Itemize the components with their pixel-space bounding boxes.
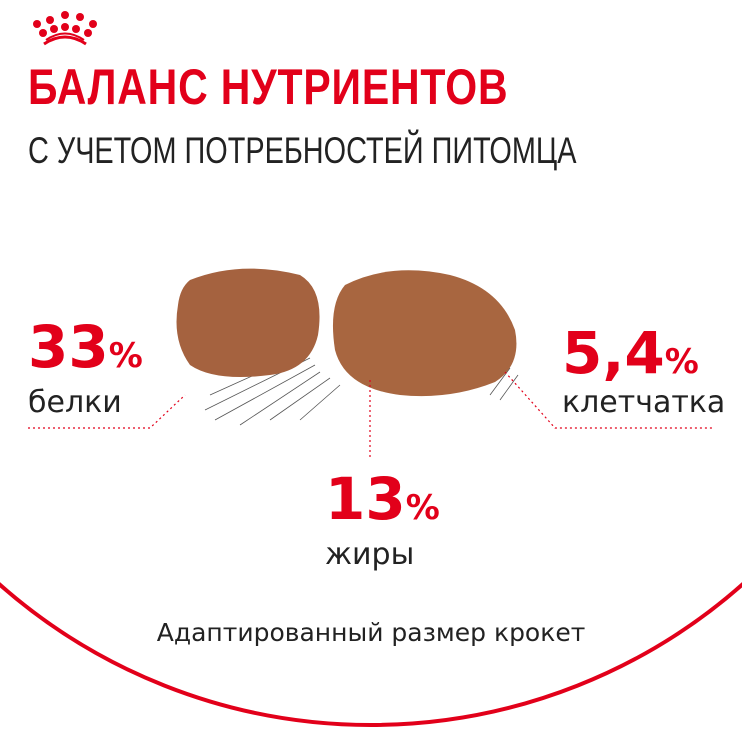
dotted-leader-lines [28, 371, 712, 458]
kibble-right [332, 270, 517, 397]
fiber-number: 5,4 [562, 319, 665, 387]
page-subtitle: С УЧЕТОМ ПОТРЕБНОСТЕЙ ПИТОМЦА [28, 130, 577, 171]
nutrient-fiber: 5,4% клетчатка [562, 324, 725, 418]
protein-value: 33% [28, 318, 143, 376]
fiber-unit: % [664, 342, 699, 382]
fat-label: жиры [325, 537, 415, 572]
nutrient-protein: 33% белки [28, 318, 143, 418]
protein-unit: % [108, 336, 143, 376]
nutrient-fat: 13% жиры [325, 470, 440, 570]
fat-unit: % [405, 488, 440, 528]
kibble-left [176, 268, 320, 378]
fat-value: 13% [325, 470, 440, 528]
fiber-label: клетчатка [562, 385, 726, 420]
fat-number: 13 [325, 465, 406, 533]
red-arc [0, 581, 742, 727]
page-title: БАЛАНС НУТРИЕНТОВ [28, 59, 509, 115]
kibble-size-caption: Адаптированный размер крокет [156, 618, 586, 647]
fiber-value: 5,4% [562, 324, 725, 382]
protein-label: белки [28, 385, 122, 420]
protein-number: 33 [28, 313, 109, 381]
royal-canin-crown-logo [33, 11, 97, 46]
